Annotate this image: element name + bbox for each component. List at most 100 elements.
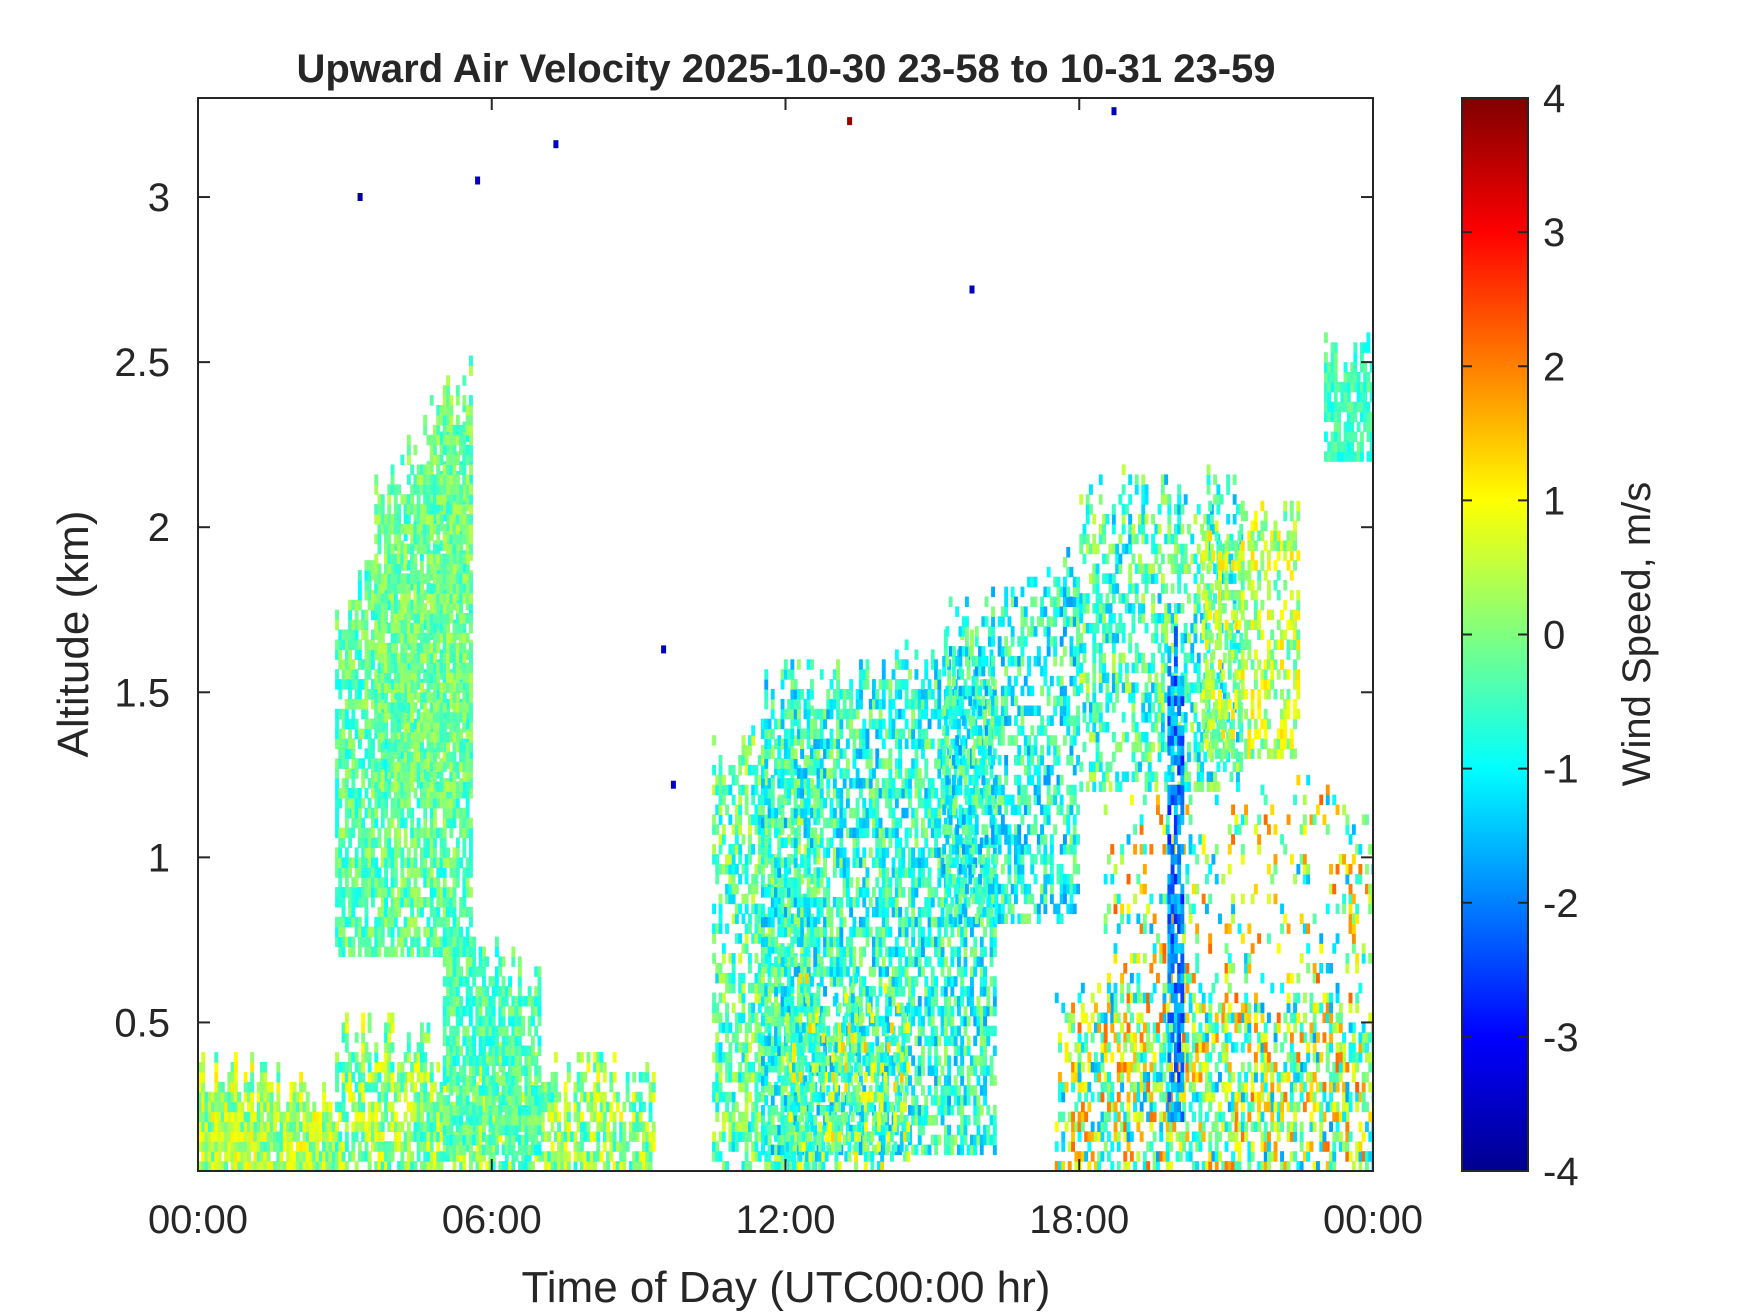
heatmap-cell — [344, 867, 349, 878]
heatmap-cell — [201, 1111, 206, 1123]
heatmap-cell — [400, 781, 405, 792]
heatmap-cell — [325, 1151, 330, 1162]
heatmap-cell — [439, 847, 444, 858]
heatmap-cell — [469, 451, 473, 462]
heatmap-cell — [364, 679, 369, 690]
heatmap-cell — [783, 887, 788, 898]
heatmap-cell — [374, 642, 379, 654]
heatmap-cell — [374, 857, 379, 868]
heatmap-cell — [429, 679, 434, 690]
heatmap-cell — [282, 1121, 287, 1132]
heatmap-cell — [783, 877, 788, 888]
heatmap-cell — [442, 837, 447, 848]
heatmap-cell — [380, 847, 385, 858]
heatmap-cell — [371, 1121, 375, 1132]
heatmap-cell — [761, 946, 765, 957]
heatmap-cell — [482, 1035, 486, 1047]
heatmap-cell — [449, 788, 454, 799]
heatmap-cell — [734, 1121, 739, 1132]
heatmap-cell — [495, 1114, 499, 1126]
heatmap-cell — [764, 1161, 769, 1171]
heatmap-cell — [459, 781, 464, 792]
heatmap-cell — [416, 692, 421, 703]
heatmap-cell — [767, 778, 772, 789]
heatmap-cell — [816, 1032, 821, 1043]
heatmap-cell — [731, 824, 736, 835]
heatmap-cell — [387, 827, 392, 839]
heatmap-cell — [423, 728, 428, 740]
heatmap-cell — [488, 1075, 493, 1086]
heatmap-cell — [243, 1131, 248, 1142]
heatmap-cell — [517, 996, 522, 1007]
heatmap-cell — [764, 758, 769, 769]
heatmap-cell — [397, 514, 401, 525]
heatmap-cell — [328, 1161, 333, 1171]
heatmap-cell — [452, 702, 457, 713]
heatmap-cell — [433, 702, 437, 713]
heatmap-cell — [787, 926, 791, 938]
heatmap-cell — [357, 897, 362, 908]
heatmap-cell — [420, 583, 424, 594]
heatmap-cell — [734, 774, 739, 786]
heatmap-cell — [465, 1035, 470, 1047]
heatmap-cell — [416, 494, 421, 505]
heatmap-cell — [403, 781, 408, 792]
heatmap-cell — [793, 698, 798, 710]
heatmap-cell — [748, 1012, 752, 1023]
heatmap-cell — [420, 1161, 424, 1171]
heatmap-cell — [426, 622, 431, 634]
heatmap-cell — [367, 560, 372, 571]
heatmap-cell — [462, 454, 467, 466]
heatmap-cell — [354, 1032, 359, 1043]
heatmap-cell — [796, 897, 801, 908]
heatmap-cell — [371, 1081, 375, 1093]
heatmap-cell — [429, 613, 434, 624]
heatmap-cell — [348, 827, 352, 839]
heatmap-cell — [761, 996, 765, 1007]
heatmap-cell — [390, 573, 395, 584]
heatmap-cell — [413, 1062, 418, 1073]
heatmap-cell — [400, 887, 405, 898]
heatmap-cell — [774, 1144, 778, 1156]
heatmap-cell — [442, 1141, 447, 1152]
heatmap-cell — [384, 877, 388, 888]
heatmap-cell — [761, 847, 765, 858]
heatmap-cell — [348, 669, 352, 680]
heatmap-cell — [790, 887, 795, 898]
heatmap-cell — [465, 533, 470, 545]
heatmap-cell — [410, 738, 415, 749]
heatmap-cell — [770, 943, 775, 954]
heatmap-cell — [351, 669, 356, 680]
heatmap-cell — [748, 1072, 752, 1083]
heatmap-cell — [341, 1161, 346, 1171]
heatmap-cell — [511, 1015, 516, 1027]
heatmap-cell — [436, 484, 441, 495]
heatmap-cell — [803, 956, 808, 967]
heatmap-cell — [780, 758, 785, 769]
heatmap-cell — [384, 1151, 388, 1162]
heatmap-cell — [741, 1002, 746, 1014]
heatmap-cell — [495, 1144, 499, 1156]
heatmap-cell — [439, 916, 444, 928]
heatmap-cell — [393, 837, 398, 848]
heatmap-cell — [803, 755, 808, 766]
heatmap-cell — [403, 817, 408, 829]
heatmap-cell — [380, 781, 385, 792]
heatmap-cell — [406, 1161, 411, 1171]
heatmap-cell — [286, 1111, 291, 1123]
heatmap-cell — [469, 827, 473, 839]
heatmap-cell — [449, 1085, 454, 1096]
heatmap-cell — [504, 1091, 509, 1103]
heatmap-cell — [622, 1101, 627, 1113]
heatmap-cell — [387, 857, 392, 868]
heatmap-cell — [452, 642, 457, 654]
heatmap-cell — [517, 1095, 522, 1106]
heatmap-cell — [380, 514, 385, 525]
heatmap-cell — [260, 1111, 264, 1123]
heatmap-cell — [712, 1091, 716, 1103]
heatmap-cell — [622, 1151, 627, 1162]
heatmap-cell — [198, 1111, 202, 1123]
heatmap-cell — [787, 1095, 791, 1106]
heatmap-cell — [403, 1111, 408, 1123]
heatmap-cell — [780, 807, 785, 819]
